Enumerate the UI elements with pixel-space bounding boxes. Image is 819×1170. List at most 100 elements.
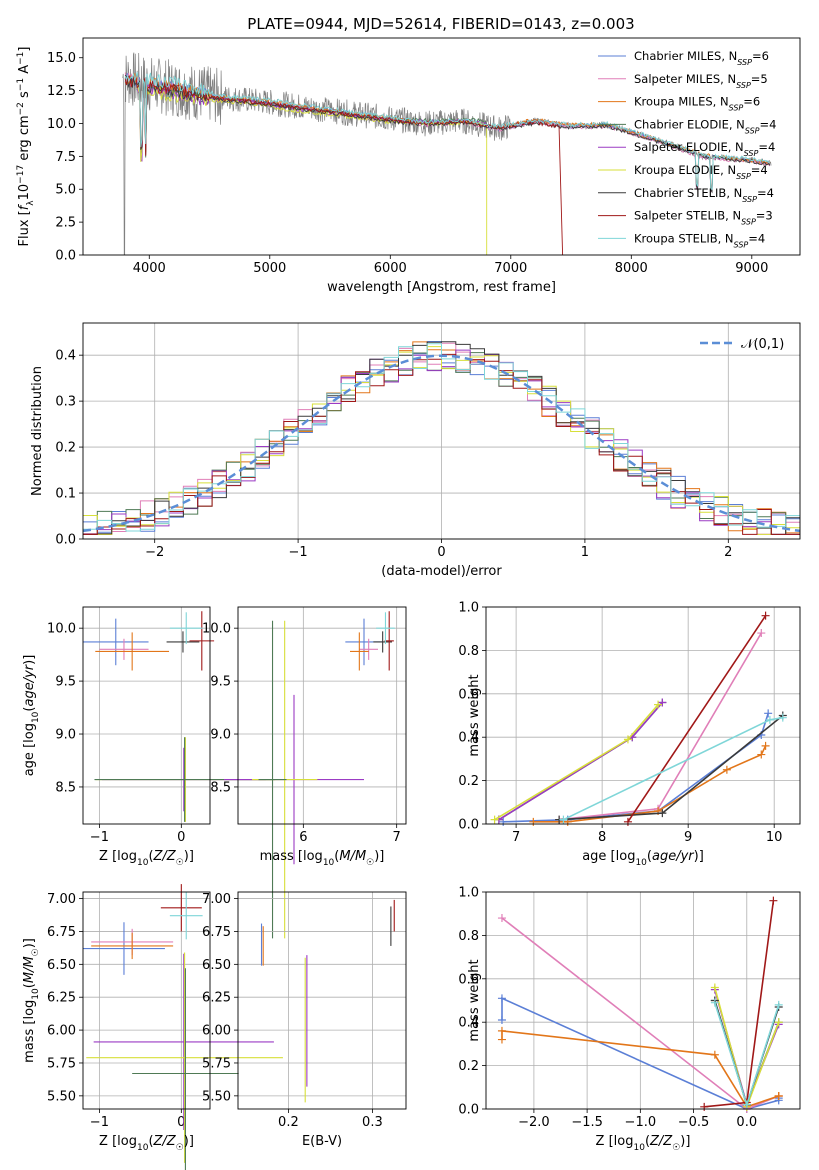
y-tick-label: 8.5 <box>55 780 76 795</box>
y-tick-label: 7.00 <box>202 892 231 907</box>
y-tick-label: 9.0 <box>210 728 231 743</box>
data-point <box>499 817 508 826</box>
series-line <box>533 745 767 823</box>
legend-label: Kroupa STELIB, NSSP=4 <box>634 231 765 249</box>
errorbar-salpeter-stelib <box>384 611 394 671</box>
y-tick-label: 0.8 <box>458 929 479 944</box>
x-tick-label: 6 <box>299 830 307 845</box>
y-tick-label: 5.75 <box>47 1056 76 1071</box>
mass-weight-vs-age-panel: 7 8 9 10 0.0 0.2 0.4 0.6 0.8 1.0 age [log10(age/yr… <box>458 601 801 868</box>
y-axis-label: mass [log10(M/M☉)] <box>22 938 41 1063</box>
axes-frame <box>82 37 801 256</box>
y-tick-label: 9.5 <box>210 675 231 690</box>
errorbar-kroupa-miles <box>91 932 174 960</box>
axes-frame <box>82 606 211 825</box>
legend-label: Chabrier MILES, NSSP=6 <box>634 49 769 67</box>
data-point <box>654 700 663 709</box>
errorbar-kroupa-elodie <box>86 952 283 1163</box>
y-tick-label: 6.50 <box>202 958 231 973</box>
mass-vs-ebv-panel: 0.2 0.3 5.50 5.75 6.00 6.25 6.50 6.75 7.00 E(B-V) <box>202 891 407 1149</box>
axes-frame <box>485 606 801 825</box>
data-point <box>623 817 632 826</box>
legend: 𝒩(0,1) <box>700 337 784 352</box>
y-tick-label: 5.50 <box>47 1089 76 1104</box>
x-tick-label: 7 <box>393 830 401 845</box>
figure-title: PLATE=0944, MJD=52614, FIBERID=0143, z=0… <box>247 15 634 33</box>
gridlines <box>83 607 210 824</box>
y-tick-label: 1.0 <box>458 601 479 616</box>
data-point <box>497 994 506 1003</box>
legend-label: Chabrier ELODIE, NSSP=4 <box>634 117 776 135</box>
plot-area <box>82 341 801 535</box>
x-tick-label: 0.3 <box>362 1115 383 1130</box>
y-tick-label: 0.3 <box>55 395 76 410</box>
data-point <box>710 1050 719 1059</box>
data-point <box>710 983 719 992</box>
legend-label: Salpeter STELIB, NSSP=3 <box>634 209 773 227</box>
data-point <box>761 611 770 620</box>
mass-weight-vs-metallicity-panel: −2.0 −1.5 −1.0 −0.5 0.0 0.0 0.2 0.4 0.6 0.8 1.0 Z [… <box>458 886 801 1153</box>
y-tick-label: 5.75 <box>202 1056 231 1071</box>
x-tick-label: 2 <box>724 545 732 560</box>
y-tick-label: 12.5 <box>47 84 76 99</box>
legend-label: Kroupa ELODIE, NSSP=4 <box>634 163 768 181</box>
y-axis-label: mass weight <box>467 959 482 1041</box>
y-tick-label: 6.50 <box>47 958 76 973</box>
x-axis-label: age [log10(age/yr)] <box>582 849 704 868</box>
x-axis-label: wavelength [Angstrom, rest frame] <box>327 280 556 295</box>
y-tick-label: 0.0 <box>458 818 479 833</box>
y-tick-label: 0.4 <box>55 349 76 364</box>
data-point <box>774 1018 783 1027</box>
y-tick-label: 6.00 <box>47 1024 76 1039</box>
x-axis-label: E(B-V) <box>302 1134 342 1149</box>
plot-area <box>260 899 395 1103</box>
x-tick-label: 9 <box>684 830 692 845</box>
axes-frame <box>82 322 801 540</box>
y-tick-label: 9.0 <box>55 728 76 743</box>
errorbar-kroupa-stelib <box>169 612 203 645</box>
gridlines <box>486 606 800 825</box>
x-tick-label: −2 <box>145 545 164 560</box>
x-tick-label: −1 <box>289 545 308 560</box>
legend: Chabrier MILES, NSSP=6 Salpeter MILES, NS… <box>598 49 776 249</box>
y-tick-label: 15.0 <box>47 51 76 66</box>
errorbar-salpeter-miles <box>99 638 149 660</box>
errorbar-kroupa-stelib <box>376 612 395 645</box>
y-tick-label: 10.0 <box>47 117 76 132</box>
errorbar-chabrier-elodie <box>258 620 287 939</box>
x-axis-label: Z [log10(Z/Z☉)] <box>596 1134 691 1153</box>
histogram-chabrier-stelib <box>83 341 800 535</box>
series-line <box>559 632 762 821</box>
data-point <box>757 629 766 638</box>
y-tick-label: 10.0 <box>47 622 76 637</box>
x-axis-label: (data-model)/error <box>381 564 502 579</box>
y-axis-label: Normed distribution <box>30 366 45 496</box>
y-tick-label: 6.25 <box>202 991 231 1006</box>
data-point <box>710 998 719 1007</box>
series-kroupa-miles <box>529 741 770 826</box>
x-tick-label: −1 <box>90 1115 109 1130</box>
y-tick-label: 0.4 <box>458 1016 479 1031</box>
series-line <box>627 615 767 823</box>
y-tick-label: 7.5 <box>55 150 76 165</box>
x-axis-label: mass [log10(M/M☉)] <box>260 849 385 868</box>
x-tick-label: −1.5 <box>571 1115 603 1130</box>
data-point <box>529 817 538 826</box>
y-tick-label: 0.1 <box>55 487 76 502</box>
x-tick-label: −2.0 <box>518 1115 550 1130</box>
y-tick-label: 6.75 <box>202 925 231 940</box>
gridlines <box>238 607 406 824</box>
series-salpeter-stelib <box>623 611 770 826</box>
data-point <box>658 698 667 707</box>
y-tick-label: 0.0 <box>458 1103 479 1118</box>
y-tick-label: 0.4 <box>458 731 479 746</box>
data-point <box>497 1016 506 1025</box>
data-point <box>774 1091 783 1100</box>
x-axis-label: Z [log10(Z/Z☉)] <box>99 1134 194 1153</box>
data-point <box>765 715 774 724</box>
data-point <box>497 1026 506 1035</box>
x-axis-label: Z [log10(Z/Z☉)] <box>99 849 194 868</box>
y-axis-label: age [log10(age/yr)] <box>22 655 41 777</box>
data-point <box>497 1035 506 1044</box>
